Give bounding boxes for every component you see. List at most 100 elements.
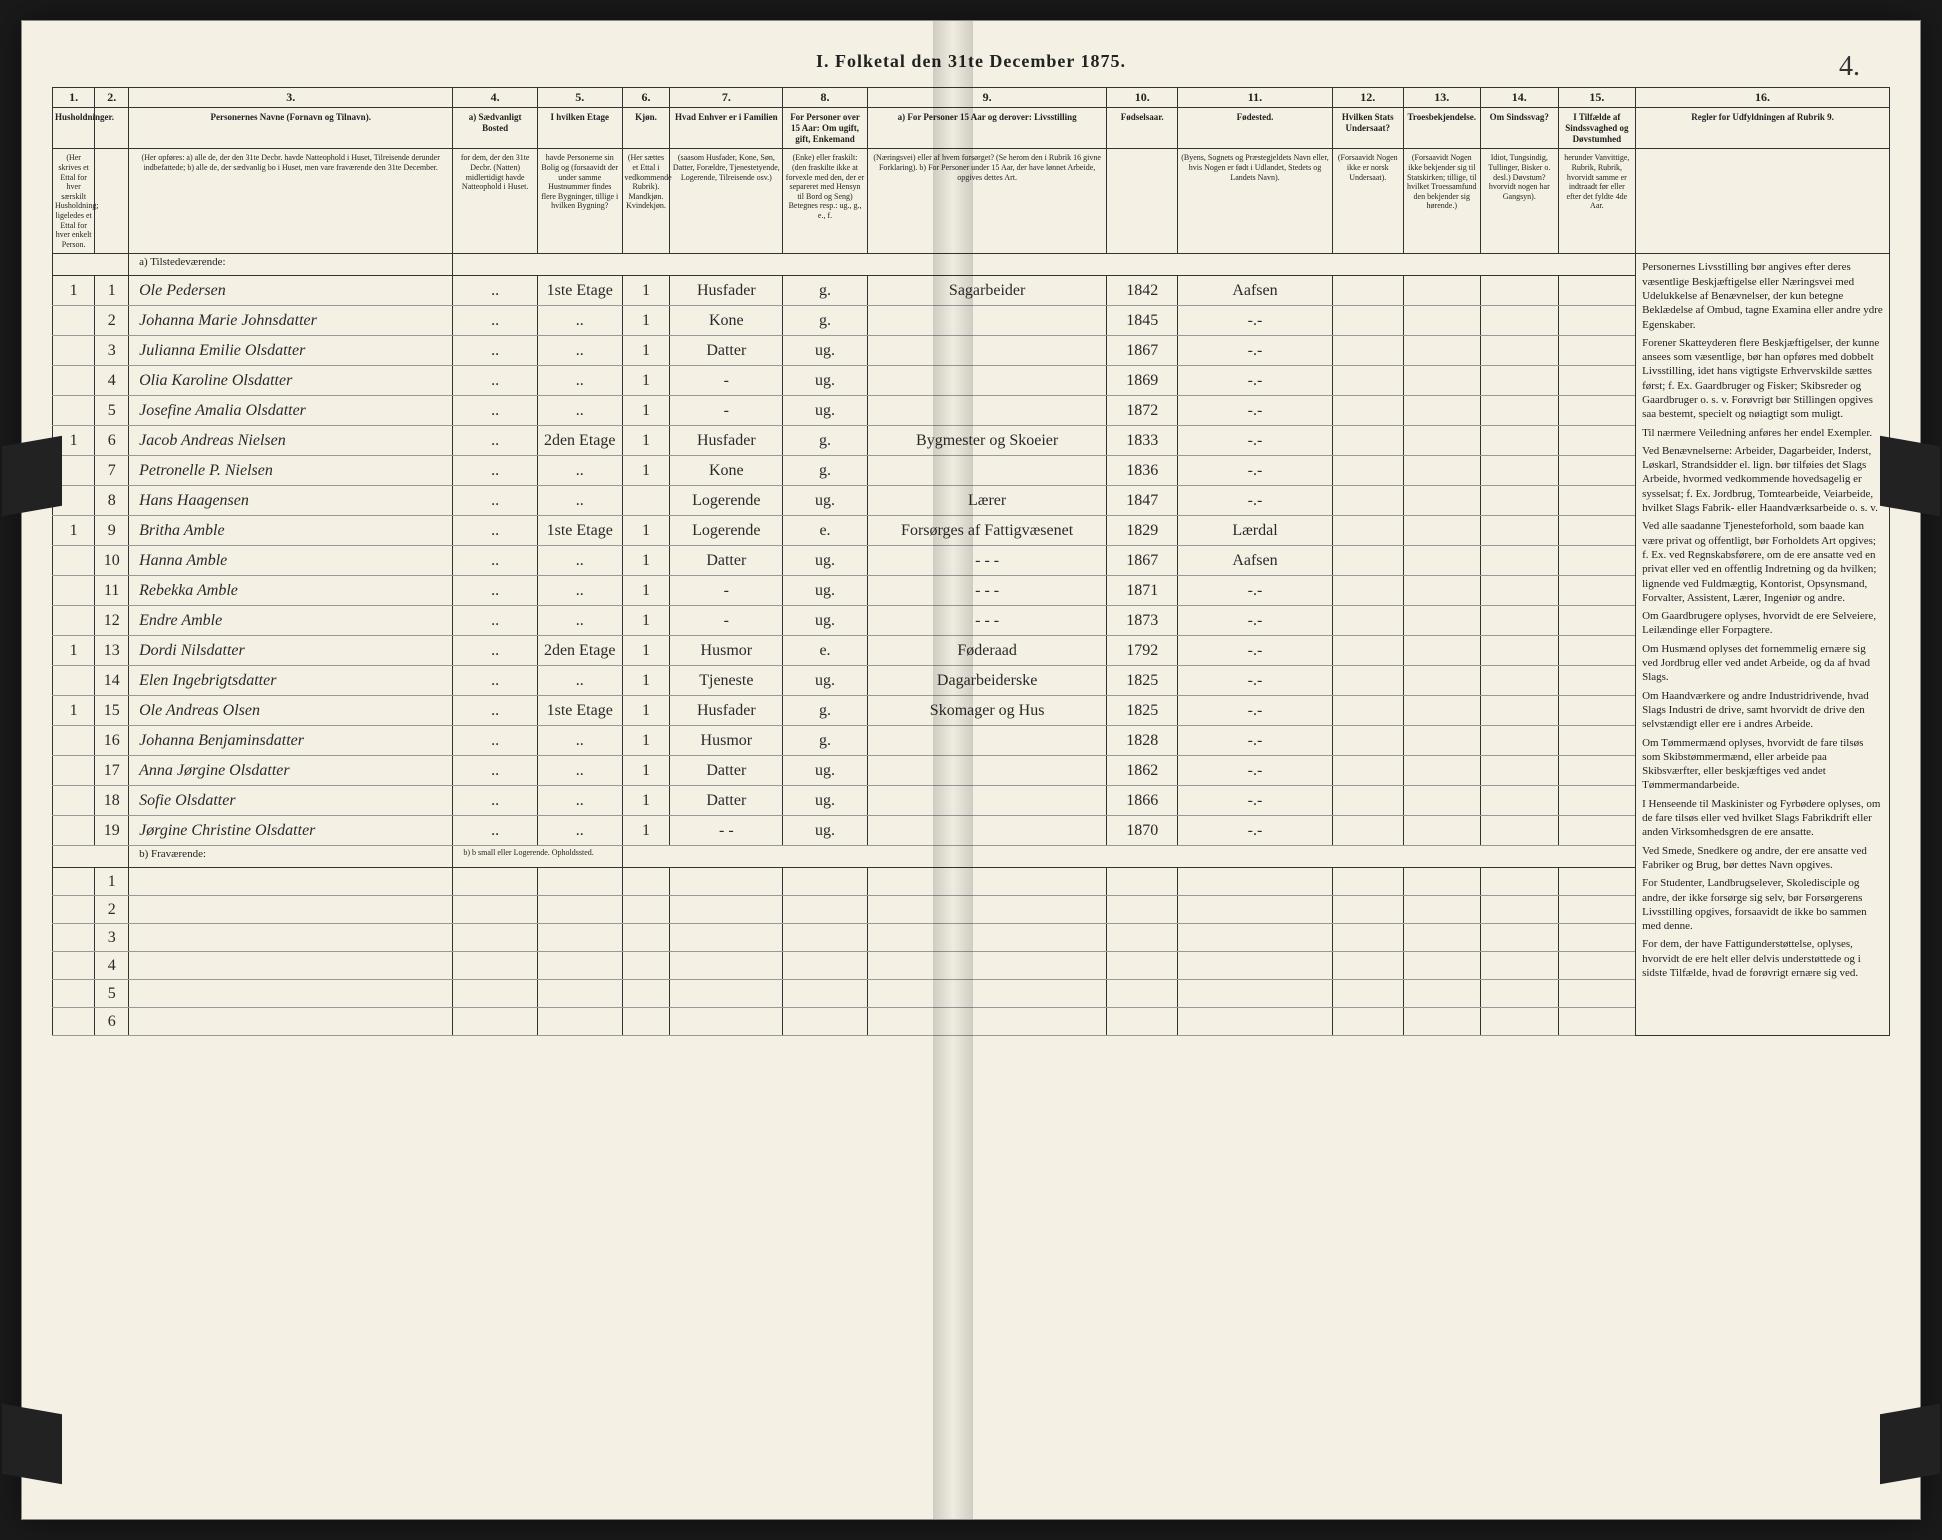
cell	[1481, 606, 1559, 636]
cell	[867, 786, 1107, 816]
cell: -.-	[1177, 756, 1332, 786]
cell	[1481, 546, 1559, 576]
cell	[1481, 306, 1559, 336]
table-row: 5Josefine Amalia Olsdatter....1-ug.1872-…	[53, 396, 1890, 426]
cell	[1481, 756, 1559, 786]
cell: ..	[537, 456, 622, 486]
column-subheader: (Her opføres: a) alle de, der den 31te D…	[129, 149, 453, 254]
cell	[1333, 366, 1403, 396]
cell	[1558, 516, 1636, 546]
cell: Ole Pedersen	[129, 276, 453, 306]
cell	[53, 336, 95, 366]
cell: - -	[670, 816, 783, 846]
cell: Dordi Nilsdatter	[129, 636, 453, 666]
column-number: 12.	[1333, 88, 1403, 108]
column-number: 13.	[1403, 88, 1481, 108]
cell	[53, 726, 95, 756]
table-row-empty: 1	[53, 868, 1890, 896]
cell: Elen Ingebrigtsdatter	[129, 666, 453, 696]
column-number: 7.	[670, 88, 783, 108]
column-subheader: (Forsaavidt Nogen ikke bekjender sig til…	[1403, 149, 1481, 254]
table-row: 115Ole Andreas Olsen..1ste Etage1Husfade…	[53, 696, 1890, 726]
column-header: Hvilken Stats Undersaat?	[1333, 108, 1403, 149]
cell	[1481, 486, 1559, 516]
cell: Bygmester og Skoeier	[867, 426, 1107, 456]
cell: 1828	[1107, 726, 1177, 756]
cell: 1866	[1107, 786, 1177, 816]
cell: 1847	[1107, 486, 1177, 516]
column-subheader: (Her skrives et Ettal for hver særskilt …	[53, 149, 95, 254]
cell: - - -	[867, 576, 1107, 606]
cell	[867, 336, 1107, 366]
cell: ..	[537, 366, 622, 396]
cell	[53, 306, 95, 336]
table-row: 113Dordi Nilsdatter..2den Etage1Husmore.…	[53, 636, 1890, 666]
column-subheader: (Næringsvei) eller af hvem forsørget? (S…	[867, 149, 1107, 254]
cell	[1403, 606, 1481, 636]
cell	[1558, 336, 1636, 366]
cell: Jacob Andreas Nielsen	[129, 426, 453, 456]
cell	[1558, 666, 1636, 696]
cell: ug.	[783, 486, 868, 516]
cell	[1558, 396, 1636, 426]
column-number-row: 1.2.3.4.5.6.7.8.9.10.11.12.13.14.15.16.	[53, 88, 1890, 108]
cell: Dagarbeiderske	[867, 666, 1107, 696]
table-row-empty: 6	[53, 1008, 1890, 1036]
cell: 1867	[1107, 546, 1177, 576]
cell: 3	[95, 336, 129, 366]
column-subheader	[1107, 149, 1177, 254]
cell: ..	[537, 486, 622, 516]
cell	[1558, 366, 1636, 396]
cell: 8	[95, 486, 129, 516]
cell: 1	[622, 306, 670, 336]
cell: 1867	[1107, 336, 1177, 366]
cell: ..	[537, 306, 622, 336]
cell	[1558, 276, 1636, 306]
page-title: I. Folketal den 31te December 1875.	[22, 21, 1920, 72]
cell: ..	[453, 486, 538, 516]
table-row-empty: 4	[53, 952, 1890, 980]
cell	[1333, 726, 1403, 756]
cell	[1558, 606, 1636, 636]
cell: -.-	[1177, 576, 1332, 606]
binder-clip	[1880, 436, 1940, 517]
cell: e.	[783, 636, 868, 666]
table-row: 4Olia Karoline Olsdatter....1-ug.1869-.-	[53, 366, 1890, 396]
cell: 2den Etage	[537, 426, 622, 456]
cell: g.	[783, 426, 868, 456]
column-number: 4.	[453, 88, 538, 108]
cell: 7	[95, 456, 129, 486]
cell: 1869	[1107, 366, 1177, 396]
cell: ..	[453, 276, 538, 306]
column-number: 15.	[1558, 88, 1636, 108]
section-header-present: a) Tilstedeværende:Personernes Livsstill…	[53, 254, 1890, 276]
cell: Logerende	[670, 486, 783, 516]
cell: 1	[622, 396, 670, 426]
column-header: Fødselsaar.	[1107, 108, 1177, 149]
cell: g.	[783, 276, 868, 306]
column-number: 3.	[129, 88, 453, 108]
column-header: a) For Personer 15 Aar og derover: Livss…	[867, 108, 1107, 149]
cell: Lærdal	[1177, 516, 1332, 546]
cell	[1481, 576, 1559, 606]
cell	[1403, 516, 1481, 546]
table-row: 17Anna Jørgine Olsdatter....1Datterug.18…	[53, 756, 1890, 786]
table-row: 12Endre Amble....1-ug.- - -1873-.-	[53, 606, 1890, 636]
table-row: 7Petronelle P. Nielsen....1Koneg.1836-.-	[53, 456, 1890, 486]
cell: ..	[453, 576, 538, 606]
cell	[867, 306, 1107, 336]
cell	[1481, 726, 1559, 756]
cell: 4	[95, 366, 129, 396]
table-row: 14Elen Ingebrigtsdatter....1Tjenesteug.D…	[53, 666, 1890, 696]
cell: ..	[453, 726, 538, 756]
cell: Skomager og Hus	[867, 696, 1107, 726]
cell: ..	[453, 666, 538, 696]
cell: 1	[53, 516, 95, 546]
cell	[1333, 786, 1403, 816]
column-number: 1.	[53, 88, 95, 108]
table-row: 16Johanna Benjaminsdatter....1Husmorg.18…	[53, 726, 1890, 756]
cell	[1403, 486, 1481, 516]
cell: g.	[783, 306, 868, 336]
table-row: 10Hanna Amble....1Datterug.- - -1867Aafs…	[53, 546, 1890, 576]
cell: ..	[537, 576, 622, 606]
